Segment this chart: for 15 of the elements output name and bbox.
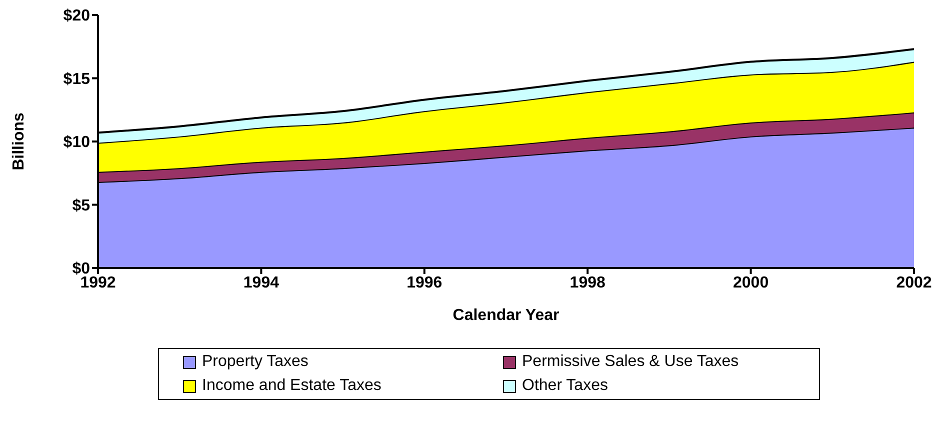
legend-label: Other Taxes (522, 377, 608, 395)
x-tick-label: 2000 (733, 274, 769, 292)
y-tick-label: $20 (63, 8, 90, 25)
x-axis-title: Calendar Year (452, 307, 560, 324)
x-tick-label: 1996 (406, 274, 442, 292)
legend-label: Permissive Sales & Use Taxes (522, 353, 739, 371)
y-tick-label: $15 (63, 70, 90, 88)
y-tick-label: $10 (63, 134, 90, 152)
x-tick-label: 2002 (896, 274, 932, 292)
x-tick-label: 1998 (570, 274, 606, 292)
y-tick-label: $5 (72, 197, 90, 214)
legend-label: Property Taxes (202, 353, 308, 371)
legend-label: Income and Estate Taxes (202, 377, 382, 395)
y-axis-title: Billions (10, 112, 28, 170)
x-tick-label: 1994 (243, 274, 280, 292)
